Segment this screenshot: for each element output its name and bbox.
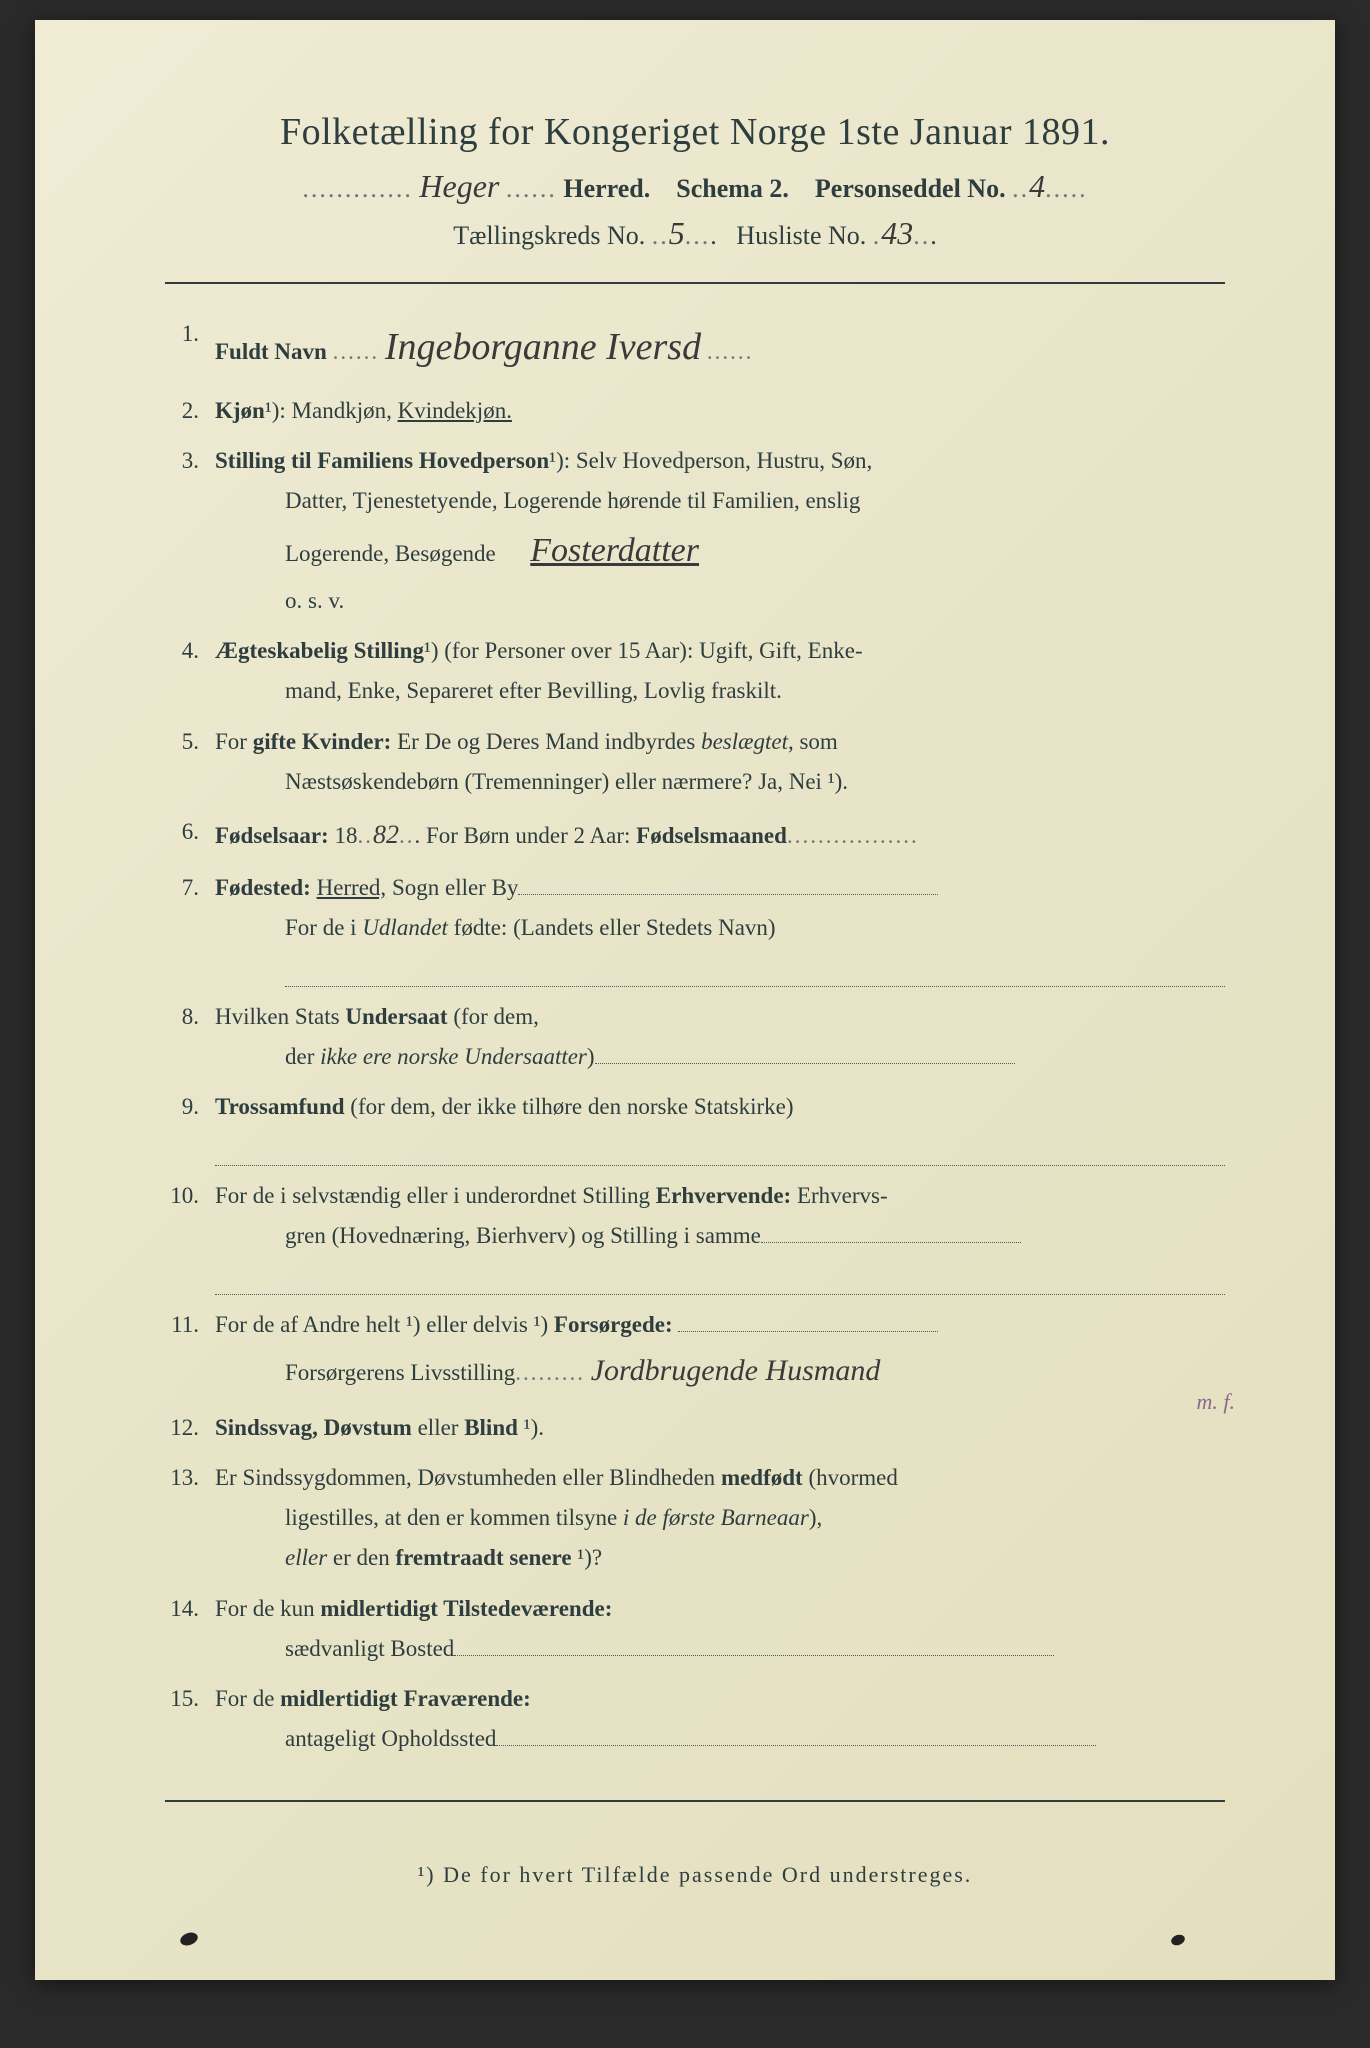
herred-name: Heger (419, 168, 499, 205)
divider-bottom (165, 1800, 1225, 1802)
provider-value: Jordbrugende Husmand (591, 1354, 881, 1387)
divider-top (165, 282, 1225, 284)
ink-spot (178, 1930, 199, 1947)
footnote: ¹) De for hvert Tilfælde passende Ord un… (165, 1862, 1225, 1888)
field-12: 12. Sindssvag, Døvstum eller Blind ¹). (165, 1408, 1225, 1448)
form-items: 1. Fuldt Navn ...... Ingeborganne Iversd… (165, 314, 1225, 1760)
field-2: 2. Kjøn¹): Mandkjøn, Kvindekjøn. (165, 391, 1225, 431)
field-15: 15. For de midlertidigt Fraværende: anta… (165, 1679, 1225, 1760)
personseddel-no: 4 (1029, 168, 1045, 205)
field-1: 1. Fuldt Navn ...... Ingeborganne Iversd… (165, 314, 1225, 381)
husliste-no: 43 (881, 215, 913, 252)
ink-spot (1170, 1933, 1187, 1947)
kreds-no: 5 (669, 215, 685, 252)
form-header: Folketælling for Kongeriget Norge 1ste J… (165, 110, 1225, 252)
field-6: 6. Fødselsaar: 18..82... For Børn under … (165, 812, 1225, 858)
field-14: 14. For de kun midlertidigt Tilstedevære… (165, 1589, 1225, 1670)
kreds-line: Tællingskreds No. ..5.... Husliste No. .… (165, 215, 1225, 252)
field-3: 3. Stilling til Familiens Hovedperson¹):… (165, 441, 1225, 621)
field-10: 10. For de i selvstændig eller i underor… (165, 1176, 1225, 1295)
full-name-value: Ingeborganne Iversd (385, 314, 701, 381)
provider-note: m. f. (1197, 1383, 1236, 1422)
birthplace-underlined: Herred, (317, 875, 387, 900)
relation-value: Fosterdatter (530, 521, 699, 581)
field-4: 4. Ægteskabelig Stilling¹) (for Personer… (165, 631, 1225, 712)
field-5: 5. For gifte Kvinder: Er De og Deres Man… (165, 722, 1225, 803)
field-8: 8. Hvilken Stats Undersaat (for dem, der… (165, 997, 1225, 1078)
sex-underlined: Kvindekjøn. (398, 398, 512, 423)
field-7: 7. Fødested: Herred, Sogn eller By For d… (165, 868, 1225, 987)
field-11: 11. For de af Andre helt ¹) eller delvis… (165, 1305, 1225, 1398)
field-9: 9. Trossamfund (for dem, der ikke tilhør… (165, 1087, 1225, 1166)
form-title: Folketælling for Kongeriget Norge 1ste J… (165, 110, 1225, 154)
field-13: 13. Er Sindssygdommen, Døvstumheden elle… (165, 1458, 1225, 1579)
census-form-page: Folketælling for Kongeriget Norge 1ste J… (35, 20, 1335, 1980)
birth-year: 82 (373, 820, 399, 849)
herred-line: ............. Heger ...... Herred. Schem… (165, 168, 1225, 205)
